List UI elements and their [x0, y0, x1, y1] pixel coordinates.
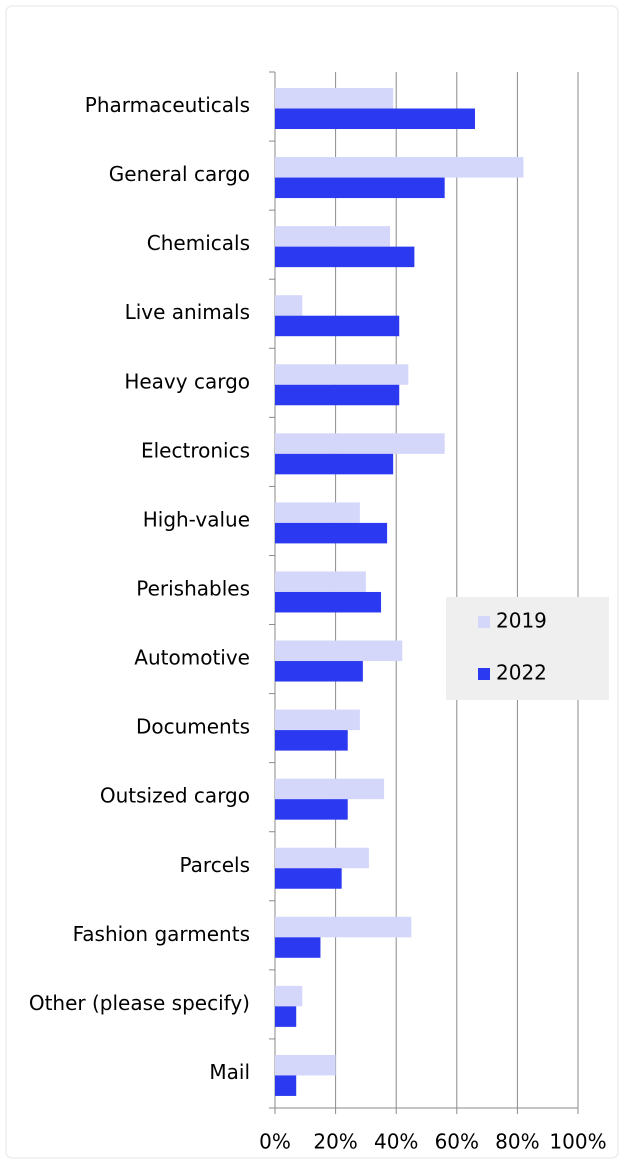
y-tick-label: Perishables — [136, 577, 250, 601]
bar — [275, 502, 360, 523]
x-tick-label: 0% — [259, 1130, 291, 1154]
bar — [275, 315, 400, 337]
bar — [275, 384, 400, 406]
bar — [275, 1006, 297, 1027]
y-tick-label: Heavy cargo — [124, 369, 250, 393]
bar — [275, 591, 382, 613]
y-tick-label: Fashion garments — [73, 922, 250, 946]
bar — [275, 364, 409, 385]
y-tick-label: Live animals — [125, 300, 250, 324]
legend-swatch — [478, 616, 490, 628]
bar — [275, 1075, 297, 1096]
bar — [275, 433, 445, 454]
x-tick-label: 100% — [549, 1130, 606, 1154]
y-tick-label: Outsized cargo — [100, 784, 250, 808]
y-tick-label: Other (please specify) — [29, 991, 250, 1015]
bar — [275, 640, 403, 662]
bar — [275, 226, 391, 247]
bar — [275, 937, 321, 958]
frame — [5, 5, 619, 1159]
bar — [275, 709, 360, 731]
legend-label: 2022 — [496, 661, 547, 685]
x-tick-label: 60% — [435, 1130, 479, 1154]
legend-box — [446, 597, 609, 700]
bar — [275, 177, 445, 199]
x-tick-label: 80% — [495, 1130, 539, 1154]
y-tick-label: Pharmaceuticals — [85, 93, 250, 117]
bar — [275, 778, 385, 800]
bar — [275, 157, 524, 178]
bar — [275, 916, 412, 938]
y-tick-label: Chemicals — [147, 231, 250, 255]
bar — [275, 522, 388, 544]
bar — [275, 985, 303, 1007]
bar — [275, 868, 342, 889]
y-tick-label: Parcels — [180, 853, 250, 877]
legend-swatch — [478, 668, 490, 680]
bar — [275, 661, 363, 682]
bar — [275, 108, 475, 129]
y-tick-label: Electronics — [141, 438, 250, 462]
bar — [275, 295, 303, 316]
y-tick-label: General cargo — [109, 162, 250, 186]
y-tick-label: High-value — [143, 507, 250, 531]
bar — [275, 571, 366, 592]
legend-label: 2019 — [496, 609, 547, 633]
y-tick-label: Documents — [136, 715, 250, 739]
bar — [275, 1054, 336, 1076]
x-tick-label: 20% — [313, 1130, 357, 1154]
bar — [275, 88, 394, 109]
bar — [275, 847, 369, 869]
bar — [275, 799, 348, 820]
y-tick-label: Automotive — [134, 646, 250, 670]
y-tick-label: Mail — [209, 1060, 250, 1084]
bar — [275, 246, 415, 268]
bar — [275, 453, 394, 475]
bar — [275, 730, 348, 751]
x-tick-label: 40% — [374, 1130, 418, 1154]
